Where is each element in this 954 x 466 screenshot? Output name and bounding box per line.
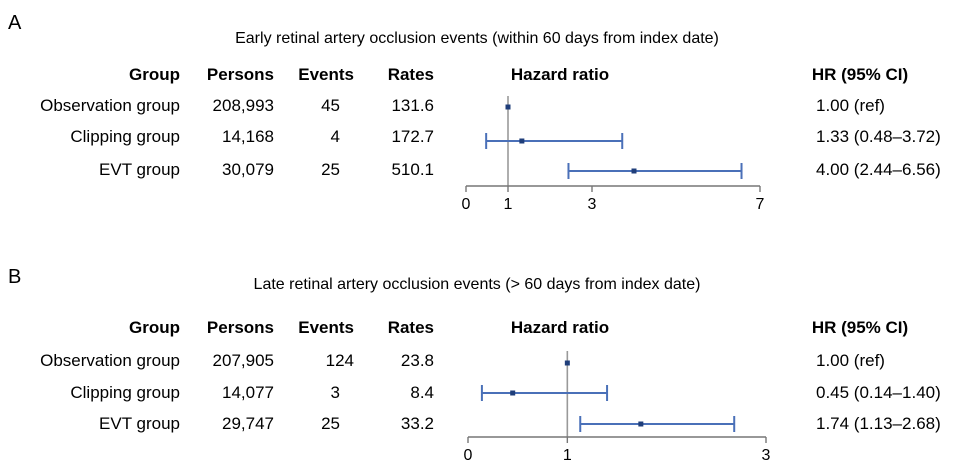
header-hr-ci: HR (95% CI) <box>811 65 909 84</box>
header-hazard-ratio: Hazard ratio <box>510 65 610 84</box>
header-rates: Rates <box>387 318 434 337</box>
row-group: Observation group <box>40 96 180 115</box>
header-rates: Rates <box>387 65 434 84</box>
row-persons: 14,168 <box>222 127 274 146</box>
row-rates: 33.2 <box>400 414 434 433</box>
panel-label: A <box>8 12 22 34</box>
x-tick-label: 7 <box>756 196 765 213</box>
hazard-ratio-point <box>631 168 637 174</box>
row-rates: 131.6 <box>391 96 434 115</box>
x-tick-label: 0 <box>464 447 473 464</box>
row-hr-text: 1.74 (1.13–2.68) <box>816 414 941 433</box>
hazard-ratio-point <box>564 360 570 366</box>
row-rates: 172.7 <box>391 127 434 146</box>
row-events: 25 <box>321 414 340 433</box>
row-events: 45 <box>321 96 340 115</box>
row-rates: 23.8 <box>400 351 434 370</box>
row-hr-text: 1.33 (0.48–3.72) <box>816 127 941 146</box>
row-group: EVT group <box>99 414 180 433</box>
row-events: 3 <box>330 383 340 402</box>
row-persons: 29,747 <box>222 414 274 433</box>
hazard-ratio-point <box>510 390 516 396</box>
header-events: Events <box>298 65 354 84</box>
row-hr-text: 0.45 (0.14–1.40) <box>816 383 941 402</box>
row-rates: 510.1 <box>391 160 434 179</box>
row-persons: 30,079 <box>222 160 274 179</box>
hazard-ratio-point <box>519 138 525 144</box>
header-hr-ci: HR (95% CI) <box>811 318 909 337</box>
row-hr-text: 4.00 (2.44–6.56) <box>816 160 941 179</box>
chart-title: Early retinal artery occlusion events (w… <box>235 30 719 47</box>
hazard-ratio-point <box>505 104 511 110</box>
hazard-ratio-point <box>638 421 644 427</box>
x-tick-label: 0 <box>462 196 471 213</box>
header-persons: Persons <box>206 318 274 337</box>
x-tick-label: 1 <box>563 447 572 464</box>
header-hazard-ratio: Hazard ratio <box>510 318 610 337</box>
header-group: Group <box>129 65 180 84</box>
row-events: 124 <box>325 351 354 370</box>
x-tick-label: 3 <box>762 447 771 464</box>
header-events: Events <box>298 318 354 337</box>
header-group: Group <box>129 318 180 337</box>
row-events: 4 <box>330 127 340 146</box>
row-rates: 8.4 <box>410 383 434 402</box>
row-hr-text: 1.00 (ref) <box>816 96 885 115</box>
row-persons: 14,077 <box>222 383 274 402</box>
forest-plot: 0 1 3 7 <box>462 96 765 213</box>
panel-a: A Early retinal artery occlusion events … <box>0 0 954 230</box>
row-group: EVT group <box>99 160 180 179</box>
row-persons: 208,993 <box>212 96 274 115</box>
row-group: Clipping group <box>70 127 180 146</box>
row-group: Observation group <box>40 351 180 370</box>
chart-title: Late retinal artery occlusion events (> … <box>253 276 701 293</box>
x-tick-label: 3 <box>588 196 597 213</box>
panel-label: B <box>8 266 22 288</box>
header-persons: Persons <box>206 65 274 84</box>
row-group: Clipping group <box>70 383 180 402</box>
row-events: 25 <box>321 160 340 179</box>
row-hr-text: 1.00 (ref) <box>816 351 885 370</box>
x-tick-label: 1 <box>504 196 513 213</box>
row-persons: 207,905 <box>212 351 274 370</box>
